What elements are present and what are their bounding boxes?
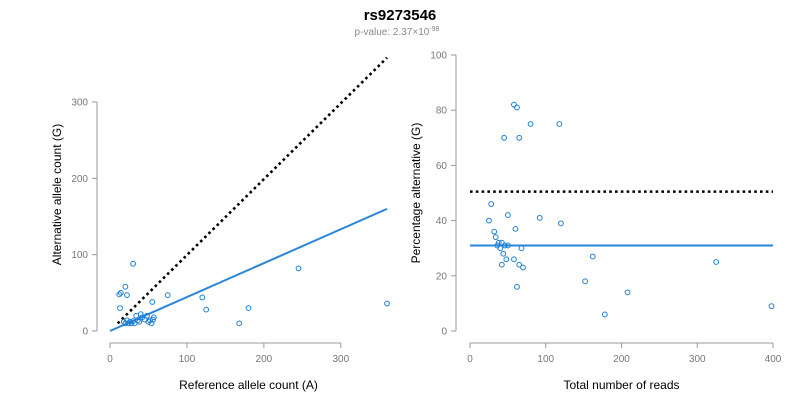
right-data-point xyxy=(501,134,507,141)
left-y-tick-label: 200 xyxy=(71,174,88,185)
left-data-point xyxy=(137,311,144,318)
left-data-point xyxy=(150,314,157,321)
p-value-exponent: -98 xyxy=(429,26,439,33)
right-data-point xyxy=(601,311,608,318)
right-data-point xyxy=(556,121,563,127)
right-data-point xyxy=(501,242,508,249)
left-data-point xyxy=(117,289,124,296)
right-y-tick-label: 40 xyxy=(436,216,448,227)
right-y-axis-label: Percentage alternative (G) xyxy=(409,123,423,264)
left-data-point xyxy=(295,265,302,272)
right-x-tick-label: 400 xyxy=(765,354,782,365)
right-data-point xyxy=(589,253,596,260)
chart-title: rs9273546 xyxy=(364,7,437,24)
left-data-point xyxy=(245,305,252,312)
left-y-tick-label: 300 xyxy=(71,98,88,109)
right-data-point xyxy=(713,259,720,265)
left-data-point xyxy=(145,318,152,325)
right-data-point xyxy=(503,256,510,263)
left-data-point xyxy=(124,292,130,299)
right-data-point xyxy=(527,121,534,127)
right-data-point xyxy=(558,220,564,227)
right-data-point xyxy=(498,261,505,268)
left-data-point xyxy=(124,317,130,324)
right-data-point xyxy=(511,256,517,263)
left-data-point xyxy=(149,299,156,305)
right-data-point xyxy=(514,104,520,111)
right-data-point xyxy=(512,225,519,232)
right-data-point xyxy=(520,264,526,271)
left-x-axis-label: Reference allele count (A) xyxy=(179,378,318,392)
left-x-tick-label: 0 xyxy=(107,354,113,365)
left-data-point xyxy=(203,306,210,313)
left-y-tick-label: 100 xyxy=(71,250,88,261)
right-data-point xyxy=(768,303,775,310)
left-data-point xyxy=(199,294,206,301)
p-value-text: p-value: 2.37×10 xyxy=(355,27,430,38)
right-data-point xyxy=(500,250,507,257)
right-data-point xyxy=(504,242,511,249)
right-data-point xyxy=(624,289,631,296)
left-data-point xyxy=(236,320,243,327)
left-y-tick-label: 0 xyxy=(82,327,88,338)
left-data-point xyxy=(125,320,132,327)
right-y-tick-label: 60 xyxy=(436,161,448,172)
left-data-point xyxy=(164,292,171,299)
right-y-tick-label: 100 xyxy=(430,51,447,62)
left-data-point xyxy=(130,260,136,267)
chart-subtitle: p-value: 2.37×10-98 xyxy=(355,26,440,38)
right-data-point xyxy=(514,283,520,290)
right-data-point xyxy=(516,261,523,268)
left-x-tick-label: 200 xyxy=(256,354,273,365)
right-data-point xyxy=(518,245,525,252)
left-reference-line xyxy=(116,56,388,325)
allele-count-plot: 0 100 200 300 0 100 200 300 Reference allele cou… xyxy=(50,56,390,392)
right-y-tick-label: 80 xyxy=(436,106,448,117)
left-y-axis-label: Alternative allele count (G) xyxy=(50,124,64,265)
right-x-tick-label: 0 xyxy=(467,354,473,365)
right-data-point xyxy=(516,134,523,141)
left-data-point xyxy=(384,300,390,307)
right-x-tick-label: 300 xyxy=(689,354,706,365)
left-fit-line xyxy=(109,207,388,332)
left-data-point xyxy=(122,283,129,290)
right-data-point xyxy=(486,217,492,224)
right-x-tick-label: 200 xyxy=(613,354,630,365)
left-data-point xyxy=(147,317,153,324)
right-x-axis-label: Total number of reads xyxy=(563,378,679,392)
right-data-point xyxy=(488,201,495,207)
percentage-alternative-plot: 0 100 200 300 400 0 20 40 60 80 100 Total number of… xyxy=(409,51,782,393)
right-data-point xyxy=(498,239,505,246)
left-data-point xyxy=(136,318,143,325)
left-data-point xyxy=(133,312,140,319)
right-y-tick-label: 0 xyxy=(441,327,447,338)
left-x-tick-label: 100 xyxy=(179,354,196,365)
left-data-point xyxy=(144,312,150,319)
right-data-point xyxy=(492,234,499,241)
right-data-point xyxy=(504,212,511,218)
right-x-tick-label: 100 xyxy=(537,354,554,365)
right-y-tick-label: 20 xyxy=(436,271,448,282)
left-x-tick-label: 300 xyxy=(332,354,349,365)
right-data-point xyxy=(536,214,543,221)
right-data-point xyxy=(497,245,504,252)
right-data-point xyxy=(582,278,589,285)
right-data-point xyxy=(491,228,498,235)
left-data-point xyxy=(134,317,141,324)
right-data-point xyxy=(511,101,517,108)
left-data-point xyxy=(116,291,123,298)
left-data-point xyxy=(117,305,123,312)
